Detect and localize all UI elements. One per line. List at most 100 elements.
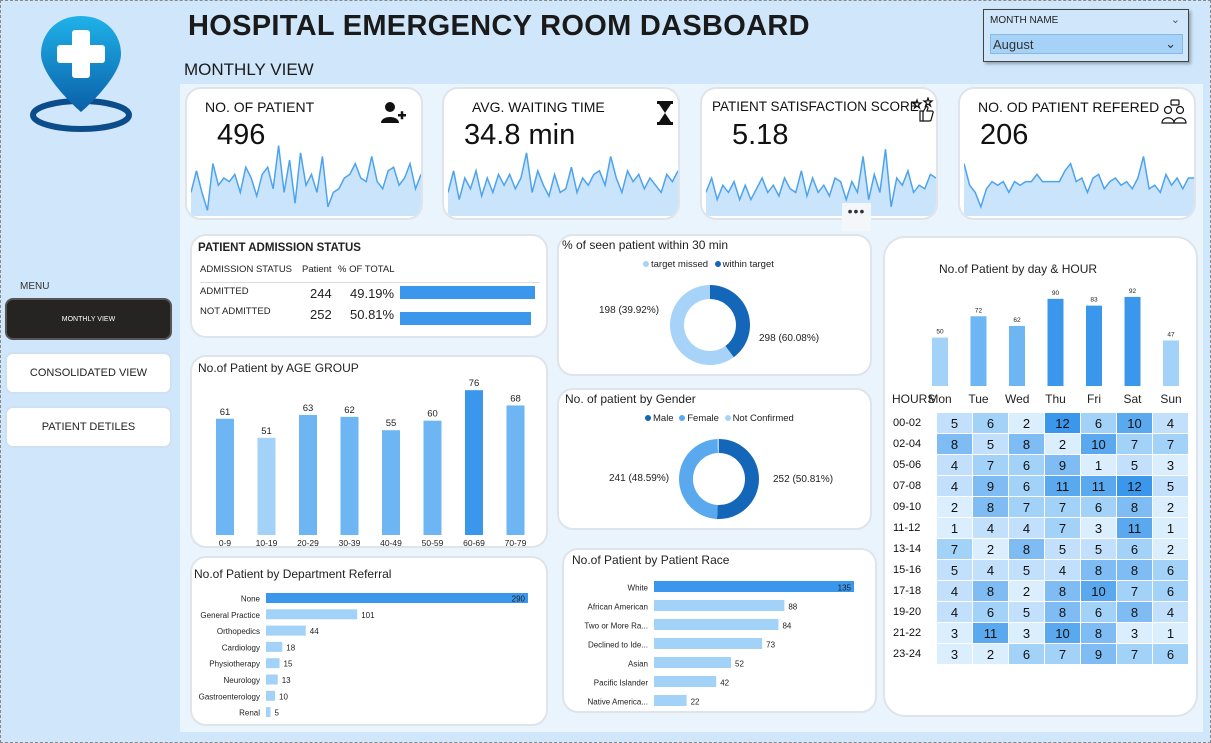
heatmap-cell[interactable]: 6 <box>1152 580 1189 602</box>
heatmap-cell[interactable]: 8 <box>1116 559 1153 581</box>
heatmap-cell[interactable]: 4 <box>972 559 1009 581</box>
heatmap-cell[interactable]: 2 <box>936 496 973 518</box>
heatmap-cell[interactable]: 2 <box>1008 580 1045 602</box>
hbar[interactable] <box>266 641 283 652</box>
heatmap-cell[interactable]: 8 <box>1116 496 1153 518</box>
heatmap-cell[interactable]: 5 <box>1080 538 1117 560</box>
heatmap-cell[interactable]: 1 <box>1152 517 1189 539</box>
month-select[interactable]: August ⌄ <box>990 34 1183 54</box>
heatmap-cell[interactable]: 1 <box>936 517 973 539</box>
heatmap-cell[interactable]: 3 <box>1116 622 1153 644</box>
heatmap-cell[interactable]: 7 <box>1008 496 1045 518</box>
heatmap-cell[interactable]: 6 <box>1080 496 1117 518</box>
donut-slice[interactable] <box>717 439 719 454</box>
hbar[interactable] <box>654 657 732 668</box>
day-bar[interactable] <box>1009 325 1025 386</box>
chevron-down-icon[interactable]: ⌄ <box>1165 36 1176 51</box>
heatmap-cell[interactable]: 6 <box>972 412 1009 434</box>
heatmap-cell[interactable]: 2 <box>1008 412 1045 434</box>
heatmap-cell[interactable]: 3 <box>1080 517 1117 539</box>
age-bar[interactable] <box>423 420 442 535</box>
age-bar[interactable] <box>216 418 234 535</box>
heatmap-cell[interactable]: 7 <box>1116 433 1153 455</box>
day-bar[interactable] <box>932 337 948 386</box>
heatmap-cell[interactable]: 7 <box>1044 496 1081 518</box>
heatmap-cell[interactable]: 8 <box>1008 538 1045 560</box>
nav-monthly-view[interactable]: MONTHLY VIEW <box>5 298 172 340</box>
day-bar[interactable] <box>1163 340 1179 386</box>
heatmap-cell[interactable]: 9 <box>972 475 1009 497</box>
age-bar[interactable] <box>506 405 525 535</box>
heatmap-cell[interactable]: 7 <box>1116 580 1153 602</box>
hbar[interactable] <box>266 593 528 603</box>
heatmap-cell[interactable]: 8 <box>972 496 1009 518</box>
day-bar[interactable] <box>1047 298 1064 386</box>
age-bar[interactable] <box>299 414 317 535</box>
heatmap-cell[interactable]: 7 <box>1152 433 1189 455</box>
hbar[interactable] <box>266 690 276 701</box>
hbar[interactable] <box>654 676 717 687</box>
hbar[interactable] <box>654 619 779 630</box>
heatmap-cell[interactable]: 2 <box>1044 433 1081 455</box>
heatmap-cell[interactable]: 4 <box>936 580 973 602</box>
heatmap-cell[interactable]: 7 <box>936 538 973 560</box>
heatmap-cell[interactable]: 6 <box>1008 475 1045 497</box>
heatmap-cell[interactable]: 5 <box>936 559 973 581</box>
heatmap-cell[interactable]: 9 <box>1044 454 1081 476</box>
month-slicer[interactable]: MONTH NAME ⌄ August ⌄ <box>983 9 1189 62</box>
heatmap-cell[interactable]: 4 <box>1152 601 1189 623</box>
heatmap-cell[interactable]: 4 <box>936 454 973 476</box>
age-bar[interactable] <box>257 437 276 535</box>
heatmap-cell[interactable]: 10 <box>1044 622 1081 644</box>
heatmap-cell[interactable]: 11 <box>1116 517 1153 539</box>
heatmap-cell[interactable]: 7 <box>1044 643 1081 665</box>
heatmap-cell[interactable]: 7 <box>972 454 1009 476</box>
hbar[interactable] <box>654 695 687 706</box>
donut-slice[interactable] <box>710 285 750 358</box>
hbar[interactable] <box>654 581 854 592</box>
heatmap-cell[interactable]: 12 <box>1116 475 1153 497</box>
heatmap-cell[interactable]: 6 <box>1008 643 1045 665</box>
heatmap-cell[interactable]: 8 <box>1116 601 1153 623</box>
heatmap-cell[interactable]: 3 <box>1008 622 1045 644</box>
nav-patient-details[interactable]: PATIENT DETILES <box>5 406 172 448</box>
heatmap-cell[interactable]: 2 <box>972 643 1009 665</box>
heatmap-cell[interactable]: 6 <box>972 601 1009 623</box>
heatmap-cell[interactable]: 5 <box>1152 475 1189 497</box>
heatmap-cell[interactable]: 2 <box>1152 496 1189 518</box>
heatmap-cell[interactable]: 2 <box>972 538 1009 560</box>
heatmap-cell[interactable]: 7 <box>1116 643 1153 665</box>
hbar[interactable] <box>266 625 306 636</box>
heatmap-cell[interactable]: 5 <box>1044 538 1081 560</box>
heatmap-cell[interactable]: 2 <box>1152 538 1189 560</box>
chevron-down-icon[interactable]: ⌄ <box>1170 14 1180 26</box>
heatmap-cell[interactable]: 3 <box>1152 454 1189 476</box>
heatmap-cell[interactable]: 5 <box>936 412 973 434</box>
heatmap-cell[interactable]: 12 <box>1044 412 1081 434</box>
more-options-button[interactable]: ••• <box>842 203 871 231</box>
heatmap-cell[interactable]: 10 <box>1116 412 1153 434</box>
heatmap-cell[interactable]: 8 <box>1044 580 1081 602</box>
hbar[interactable] <box>654 638 763 649</box>
heatmap-cell[interactable]: 4 <box>1008 517 1045 539</box>
heatmap-cell[interactable]: 4 <box>936 475 973 497</box>
heatmap-cell[interactable]: 6 <box>1080 412 1117 434</box>
heatmap-cell[interactable]: 6 <box>1080 601 1117 623</box>
heatmap-cell[interactable]: 8 <box>972 580 1009 602</box>
heatmap-cell[interactable]: 7 <box>1044 517 1081 539</box>
heatmap-cell[interactable]: 3 <box>936 622 973 644</box>
heatmap-cell[interactable]: 8 <box>1044 601 1081 623</box>
heatmap-cell[interactable]: 6 <box>1008 454 1045 476</box>
heatmap-cell[interactable]: 5 <box>1116 454 1153 476</box>
heatmap-cell[interactable]: 5 <box>1008 559 1045 581</box>
heatmap-cell[interactable]: 1 <box>1152 622 1189 644</box>
donut-slice[interactable] <box>679 439 719 519</box>
donut-slice[interactable] <box>670 285 734 365</box>
heatmap-cell[interactable]: 10 <box>1080 433 1117 455</box>
heatmap-cell[interactable]: 6 <box>1152 643 1189 665</box>
hbar[interactable] <box>654 600 785 611</box>
heatmap-cell[interactable]: 10 <box>1080 580 1117 602</box>
day-bar[interactable] <box>1124 296 1141 386</box>
heatmap-cell[interactable]: 4 <box>972 517 1009 539</box>
heatmap-cell[interactable]: 6 <box>1152 559 1189 581</box>
